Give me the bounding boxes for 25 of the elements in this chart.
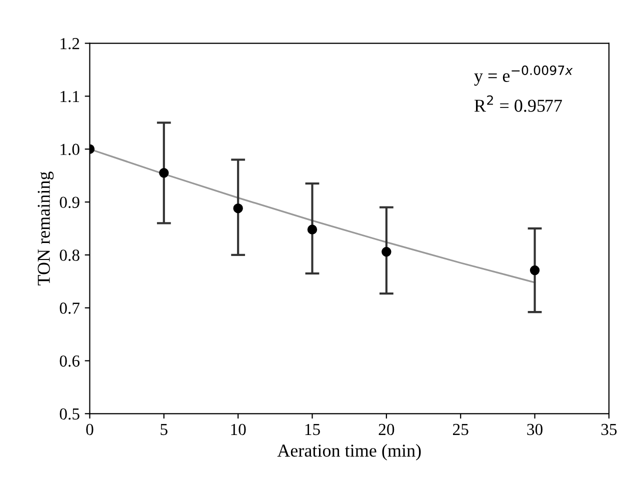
y-tick-label: 1.1 — [60, 90, 80, 102]
y-tick-label: 1.2 — [60, 38, 80, 50]
point — [382, 246, 392, 257]
annotation: R$^{2}$ = 0.9577 — [474, 95, 562, 112]
x-tick-label: 30 — [527, 424, 542, 436]
point — [159, 168, 169, 178]
y-tick-label: 0.9 — [60, 196, 80, 208]
point — [233, 204, 243, 214]
x-tick-label: 5 — [160, 424, 168, 436]
x-tick-label: 35 — [601, 424, 617, 436]
y-tick-label: 0.6 — [60, 355, 80, 367]
y-tick-label: 1.0 — [60, 144, 80, 156]
annotation: y = e$^{−0.0097x}$ — [474, 66, 573, 86]
point — [307, 224, 318, 234]
x-tick-label: 15 — [305, 424, 320, 436]
x-tick-label: 20 — [378, 424, 394, 436]
y-tick-label: 0.5 — [60, 408, 80, 420]
x-tick-label: 0 — [86, 424, 94, 436]
y-tick-label: 0.7 — [60, 302, 80, 314]
point — [530, 265, 540, 276]
x-axis-title: Aeration time (min) — [277, 444, 421, 460]
y-axis-title: TON remaining — [38, 172, 54, 286]
x-tick-label: 25 — [453, 424, 468, 436]
x-tick-label: 10 — [231, 424, 246, 436]
y-tick-label: 0.8 — [60, 250, 80, 261]
